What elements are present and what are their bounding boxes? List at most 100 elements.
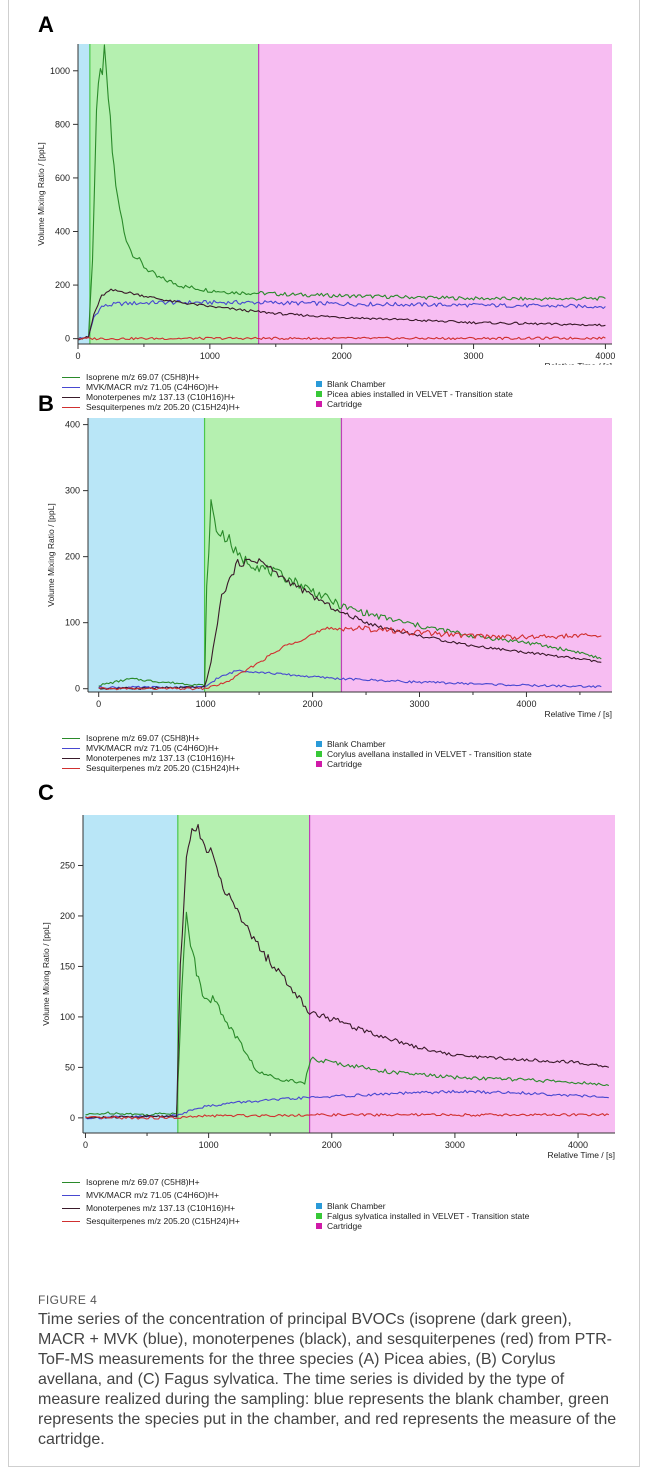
phase-swatch [316,751,322,757]
x-tick-label: 4000 [568,1140,588,1150]
x-tick-label: 2000 [303,699,323,709]
phase-text: Cartridge [327,1220,362,1231]
phase-item-cartridge: Cartridge [316,1221,529,1231]
y-axis-title: Volume Mixing Ratio / [ppL] [41,922,51,1025]
phase-swatch [316,391,322,397]
phase-swatch [316,401,322,407]
y-tick-label: 300 [65,486,80,496]
figure-label: FIGURE 4 [38,1293,98,1307]
series-legend-c: Isoprene m/z 69.07 (C5H8)H+ MVK/MACR m/z… [62,1177,240,1226]
x-axis-title: Relative Time / [s] [547,1150,615,1160]
x-tick-label: 0 [96,699,101,709]
legend-item-sesquiterpenes: Sesquiterpenes m/z 205.20 (C15H24)H+ [62,402,240,412]
phase-item-cartridge: Cartridge [316,759,532,769]
series-line-monoterpenes [85,823,610,1119]
legend-swatch [62,757,80,759]
y-tick-label: 250 [60,860,75,870]
phase-text: Corylus avellana installed in VELVET - T… [327,748,532,759]
series-legend-a: Isoprene m/z 69.07 (C5H8)H+ MVK/MACR m/z… [62,372,240,412]
y-tick-label: 150 [60,961,75,971]
phase-legend-a: Blank Chamber Picea abies installed in V… [316,379,513,409]
x-axis-title: Relative Time / [s] [544,709,612,719]
legend-item-mvk: MVK/MACR m/z 71.05 (C4H6O)H+ [62,382,240,392]
legend-item-isoprene: Isoprene m/z 69.07 (C5H8)H+ [62,1177,240,1187]
series-line-sesquiterpenes [85,1113,610,1120]
phase-swatch [316,741,322,747]
legend-item-monoterpenes: Monoterpenes m/z 137.13 (C10H16)H+ [62,392,240,402]
legend-swatch [62,747,80,749]
series-line-isoprene [77,44,606,341]
phase-text: Picea abies installed in VELVET - Transi… [327,388,513,399]
legend-text: Monoterpenes m/z 137.13 (C10H16)H+ [86,391,236,402]
phase-text: Cartridge [327,758,362,769]
phase-region-blank [78,44,90,344]
y-tick-label: 600 [55,173,70,183]
legend-text: Isoprene m/z 69.07 (C5H8)H+ [86,1176,200,1187]
legend-swatch [62,386,80,388]
series-legend-b: Isoprene m/z 69.07 (C5H8)H+ MVK/MACR m/z… [62,733,240,773]
phase-region-species [89,44,259,344]
legend-text: Sesquiterpenes m/z 205.20 (C15H24)H+ [86,1215,240,1226]
x-tick-label: 3000 [464,351,484,361]
figure-caption-block: FIGURE 4 Time series of the concentratio… [38,1293,618,1450]
phase-text: Blank Chamber [327,1200,386,1211]
phase-swatch [316,381,322,387]
legend-text: Sesquiterpenes m/z 205.20 (C15H24)H+ [86,401,240,412]
legend-text: Monoterpenes m/z 137.13 (C10H16)H+ [86,1202,236,1213]
phase-item-species: Corylus avellana installed in VELVET - T… [316,749,532,759]
legend-text: Monoterpenes m/z 137.13 (C10H16)H+ [86,752,236,763]
legend-item-isoprene: Isoprene m/z 69.07 (C5H8)H+ [62,372,240,382]
y-tick-label: 200 [55,280,70,290]
y-tick-label: 100 [65,618,80,628]
x-tick-label: 2000 [322,1140,342,1150]
y-tick-label: 100 [60,1012,75,1022]
y-tick-label: 50 [65,1062,75,1072]
phase-item-species: Falgus sylvatica installed in VELVET - T… [316,1211,529,1221]
legend-swatch [62,406,80,408]
phase-item-cartridge: Cartridge [316,399,513,409]
x-tick-label: 1000 [199,1140,219,1150]
legend-item-monoterpenes: Monoterpenes m/z 137.13 (C10H16)H+ [62,1203,240,1213]
phase-swatch [316,761,322,767]
x-tick-label: 3000 [409,699,429,709]
chart-b: 0 1000 2000 3000 4000 0 100 200 300 400 Relative T… [46,418,612,719]
phase-text: Blank Chamber [327,738,386,749]
y-tick-label: 400 [65,420,80,430]
phase-swatch [316,1203,322,1209]
x-axis-title: Relative Time / [s] [544,361,612,365]
series-line-sesquiterpenes [98,625,602,691]
y-tick-label: 200 [60,911,75,921]
series-line-isoprene [98,499,602,687]
x-tick-label: 1000 [200,351,220,361]
x-tick-label: 4000 [516,699,536,709]
phase-swatch [316,1213,322,1219]
phase-text: Cartridge [327,398,362,409]
phase-region-species [204,418,342,692]
panel-label-b: B [38,391,54,416]
phase-region-cartridge [309,815,615,1133]
y-tick-label: 0 [75,684,80,694]
y-tick-label: 800 [55,119,70,129]
figure-caption: Time series of the concentration of prin… [38,1311,617,1448]
y-tick-label: 200 [65,552,80,562]
legend-text: MVK/MACR m/z 71.05 (C4H6O)H+ [86,381,219,392]
series-line-sesquiterpenes [77,336,606,341]
phase-region-blank [83,815,178,1133]
series-line-mvk [77,299,606,340]
legend-swatch [62,1194,80,1196]
x-tick-label: 2000 [332,351,352,361]
legend-text: Isoprene m/z 69.07 (C5H8)H+ [86,371,200,382]
legend-swatch [62,767,80,769]
y-axis-title: Volume Mixing Ratio / [ppL] [36,142,46,245]
legend-text: MVK/MACR m/z 71.05 (C4H6O)H+ [86,1189,219,1200]
legend-swatch [62,1207,80,1209]
figure-frame [8,0,640,1467]
legend-item-sesquiterpenes: Sesquiterpenes m/z 205.20 (C15H24)H+ [62,1216,240,1226]
series-line-monoterpenes [98,558,602,691]
panel-label-a: A [38,12,54,37]
x-tick-label: 3000 [445,1140,465,1150]
phase-legend-b: Blank Chamber Corylus avellana installed… [316,739,532,769]
legend-swatch [62,737,80,739]
y-axis-title: Volume Mixing Ratio / [ppL] [46,503,56,606]
phase-item-species: Picea abies installed in VELVET - Transi… [316,389,513,399]
